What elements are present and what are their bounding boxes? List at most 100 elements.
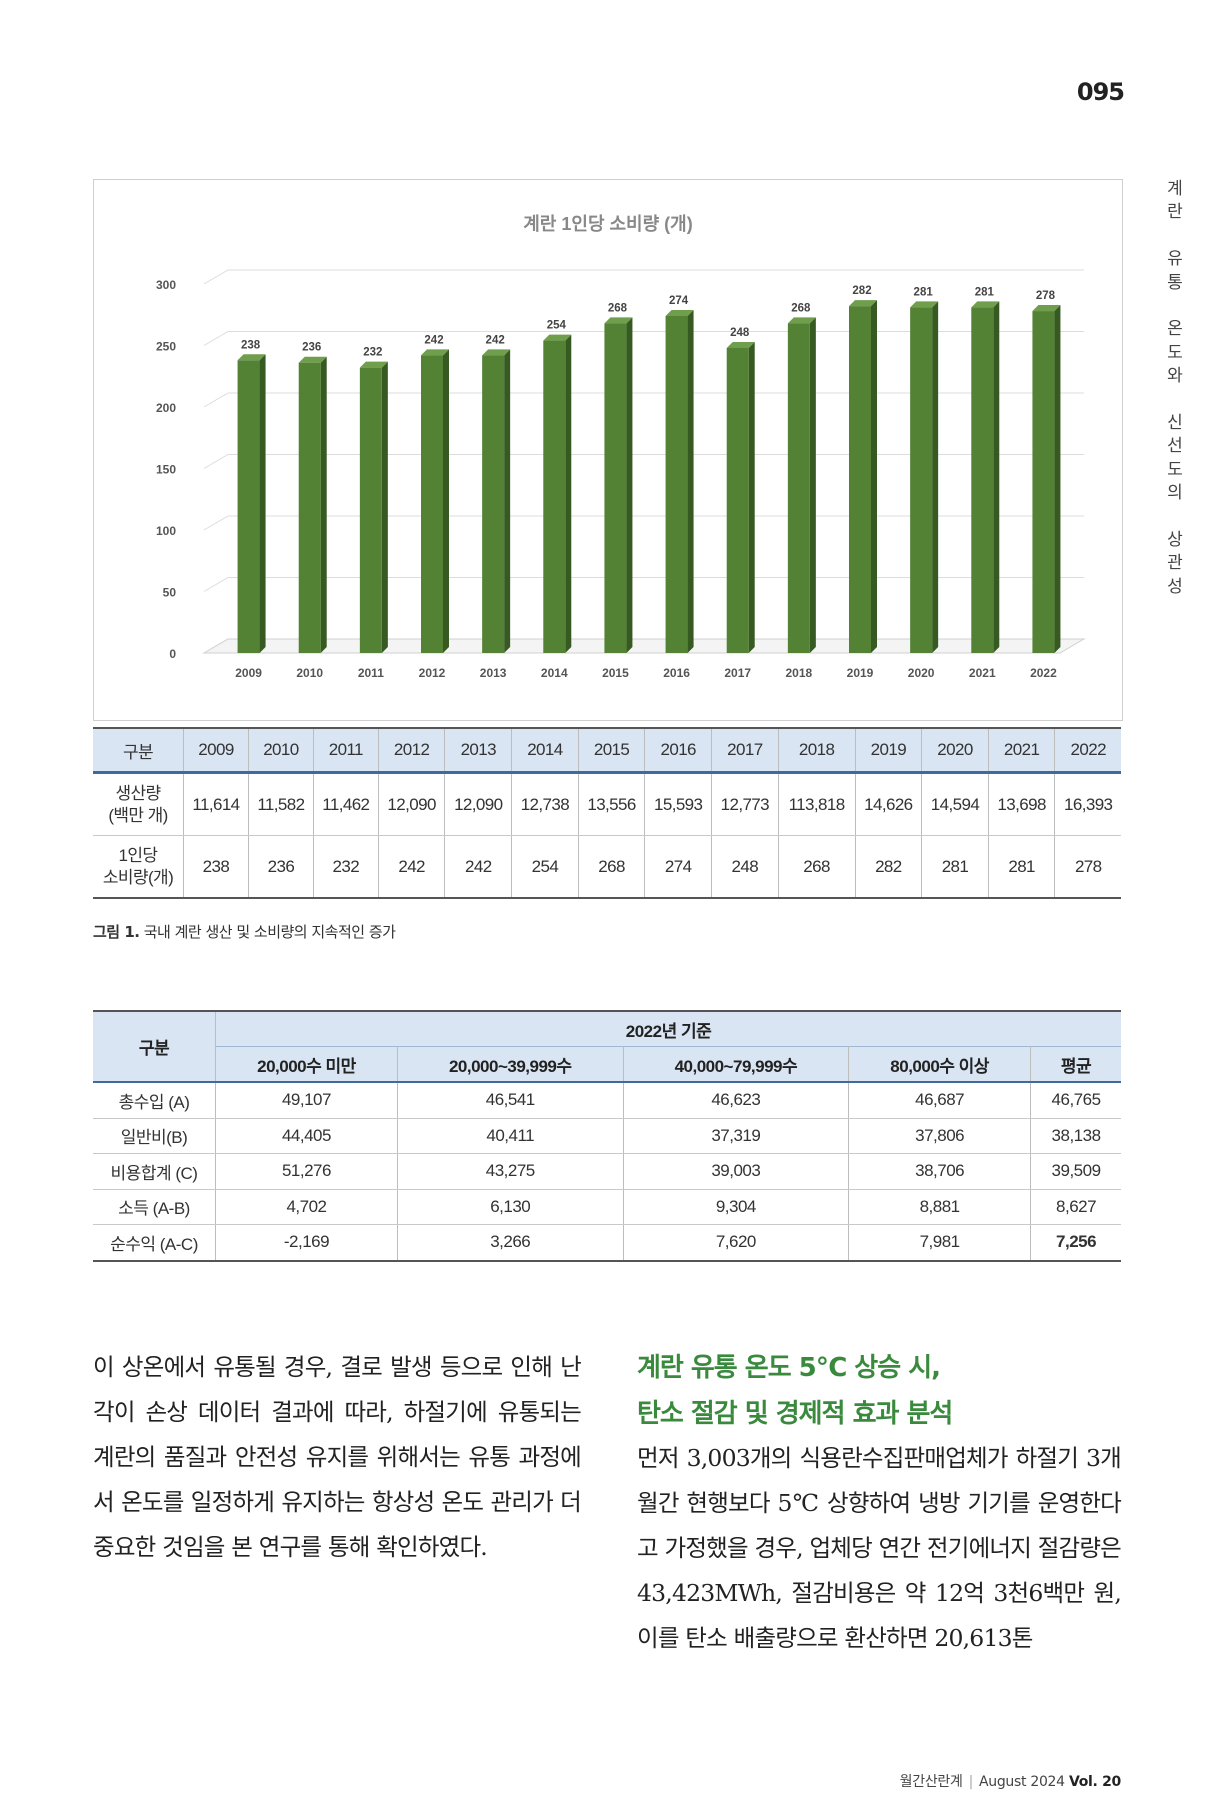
income-column-header: 20,000~39,999수 [397, 1046, 624, 1083]
figure-caption-text: 국내 계란 생산 및 소비량의 지속적인 증가 [139, 923, 396, 941]
gridline [203, 515, 1084, 531]
table-cell: 39,003 [623, 1153, 850, 1190]
income-table-group-header: 2022년 기준 [215, 1010, 1121, 1047]
header-cell-year: 2021 [988, 727, 1056, 774]
table-cell: 51,276 [215, 1153, 398, 1190]
bar [543, 334, 572, 653]
x-tick-label: 2011 [358, 666, 384, 680]
bar-side [1054, 305, 1061, 653]
table-cell: 12,090 [444, 772, 513, 836]
bar-front [726, 347, 749, 653]
y-tick-label: 150 [156, 463, 176, 477]
header-cell-year: 2017 [711, 727, 779, 774]
x-tick-label: 2010 [296, 666, 323, 680]
bar-data-label: 248 [730, 327, 750, 339]
table-cell: 40,411 [397, 1118, 624, 1154]
bar-top [1032, 305, 1061, 312]
x-tick-label: 2017 [724, 666, 751, 680]
x-tick-label: 2013 [480, 666, 507, 680]
table-header-row: 구분 2009 2010 2011 2012 2013 2014 2015 2016 2017 20… [93, 727, 1121, 774]
gridline [203, 577, 1084, 592]
row-label-line2: 소비량(개) [102, 867, 174, 887]
y-tick-label: 200 [156, 401, 176, 415]
table-row: 일반비(B) 44,405 40,411 37,319 37,806 38,138 [93, 1118, 1121, 1154]
x-tick-label: 2015 [602, 666, 629, 680]
row-label: 일반비(B) [93, 1118, 216, 1154]
table-cell: 282 [855, 835, 923, 899]
y-tick-label: 50 [163, 586, 177, 600]
chart-canvas: 계란 1인당 소비량 (개) 0 50 100 150 200 250 300 238 236… [156, 214, 1086, 680]
table-cell: 16,393 [1054, 772, 1121, 836]
bar-front [298, 362, 321, 653]
y-tick-label: 300 [156, 278, 176, 292]
page-footer: 월간산란계 | August 2024 Vol. 20 [820, 1771, 1122, 1791]
side-title-char: 도 [1167, 459, 1183, 480]
table-cell: 12,773 [711, 772, 779, 836]
table-cell: 12,738 [511, 772, 579, 836]
header-cell-year: 2011 [313, 727, 379, 774]
y-tick-label: 100 [156, 524, 176, 538]
bar-front [787, 323, 810, 653]
page-number: 095 [1076, 78, 1125, 106]
side-title-char: 의 [1167, 483, 1183, 504]
footer-volume: Vol. 20 [1068, 1774, 1121, 1790]
side-title-char: 유 [1167, 249, 1183, 270]
income-column-header: 80,000수 이상 [848, 1046, 1032, 1083]
x-tick-label: 2014 [541, 666, 568, 680]
footer-issue: August 2024 [979, 1774, 1065, 1790]
header-cell-year: 2015 [578, 727, 646, 774]
table-cell: 242 [378, 835, 446, 899]
side-title-char [1160, 225, 1190, 248]
bar-data-label: 268 [608, 302, 628, 314]
chart-title: 계란 1인당 소비량 (개) [523, 214, 692, 234]
bar-data-label: 236 [302, 342, 321, 354]
table-cell: 8,627 [1030, 1189, 1121, 1225]
bar-side [871, 300, 877, 653]
table-cell: 7,981 [848, 1224, 1032, 1262]
table-cell: 12,090 [378, 772, 446, 836]
bar-data-label: 268 [791, 302, 811, 314]
bar-data-label: 242 [486, 334, 505, 346]
bar-side [259, 354, 266, 653]
bar-data-label: 281 [914, 286, 934, 298]
side-title-char: 온 [1167, 319, 1183, 340]
header-cell-year: 2016 [644, 727, 713, 774]
bar-top [849, 300, 877, 307]
bar-top [359, 361, 388, 368]
bar-front [604, 323, 627, 653]
side-title-char: 란 [1167, 202, 1183, 223]
side-title-char: 계 [1167, 179, 1183, 199]
bar-data-label: 232 [363, 347, 382, 359]
table-cell: 238 [183, 835, 249, 899]
bar-front [665, 315, 688, 653]
side-title-char: 관 [1167, 553, 1183, 574]
side-title-char: 성 [1167, 576, 1183, 597]
header-cell-category: 구분 [93, 727, 184, 774]
table-cell: 15,593 [644, 772, 713, 836]
bar [359, 361, 388, 653]
left-paragraph: 이 상온에서 유통될 경우, 결로 발생 등으로 인해 난각이 손상 데이터 결… [93, 1353, 582, 1561]
table-cell: 46,765 [1030, 1082, 1121, 1119]
table-cell: 14,594 [921, 772, 989, 836]
x-tick-label: 2022 [1030, 666, 1057, 680]
table-cell: 11,462 [313, 772, 379, 836]
bar [237, 354, 266, 653]
side-title-char [1160, 389, 1190, 412]
income-table-corner: 구분 [93, 1010, 216, 1083]
table-cell: 248 [711, 835, 779, 899]
x-tick-label: 2020 [908, 666, 935, 680]
table-cell: 254 [511, 835, 579, 899]
y-tick-label: 0 [169, 647, 176, 661]
bar [482, 349, 511, 653]
chart-y-axis: 0 50 100 150 200 250 300 [156, 278, 176, 661]
footer-magazine: 월간산란계 [899, 1774, 963, 1790]
table-cell: -2,169 [215, 1224, 398, 1262]
table-row: 생산량 (백만 개) 11,614 11,582 11,462 12,090 12,090 1… [93, 772, 1121, 836]
section-heading-line1: 계란 유통 온도 5℃ 상승 시, [637, 1353, 941, 1383]
income-column-header: 20,000수 미만 [215, 1046, 398, 1083]
table-cell: 44,405 [215, 1118, 398, 1154]
bar-front [421, 355, 443, 653]
table-cell: 49,107 [215, 1082, 398, 1119]
side-title-char: 와 [1167, 366, 1183, 387]
